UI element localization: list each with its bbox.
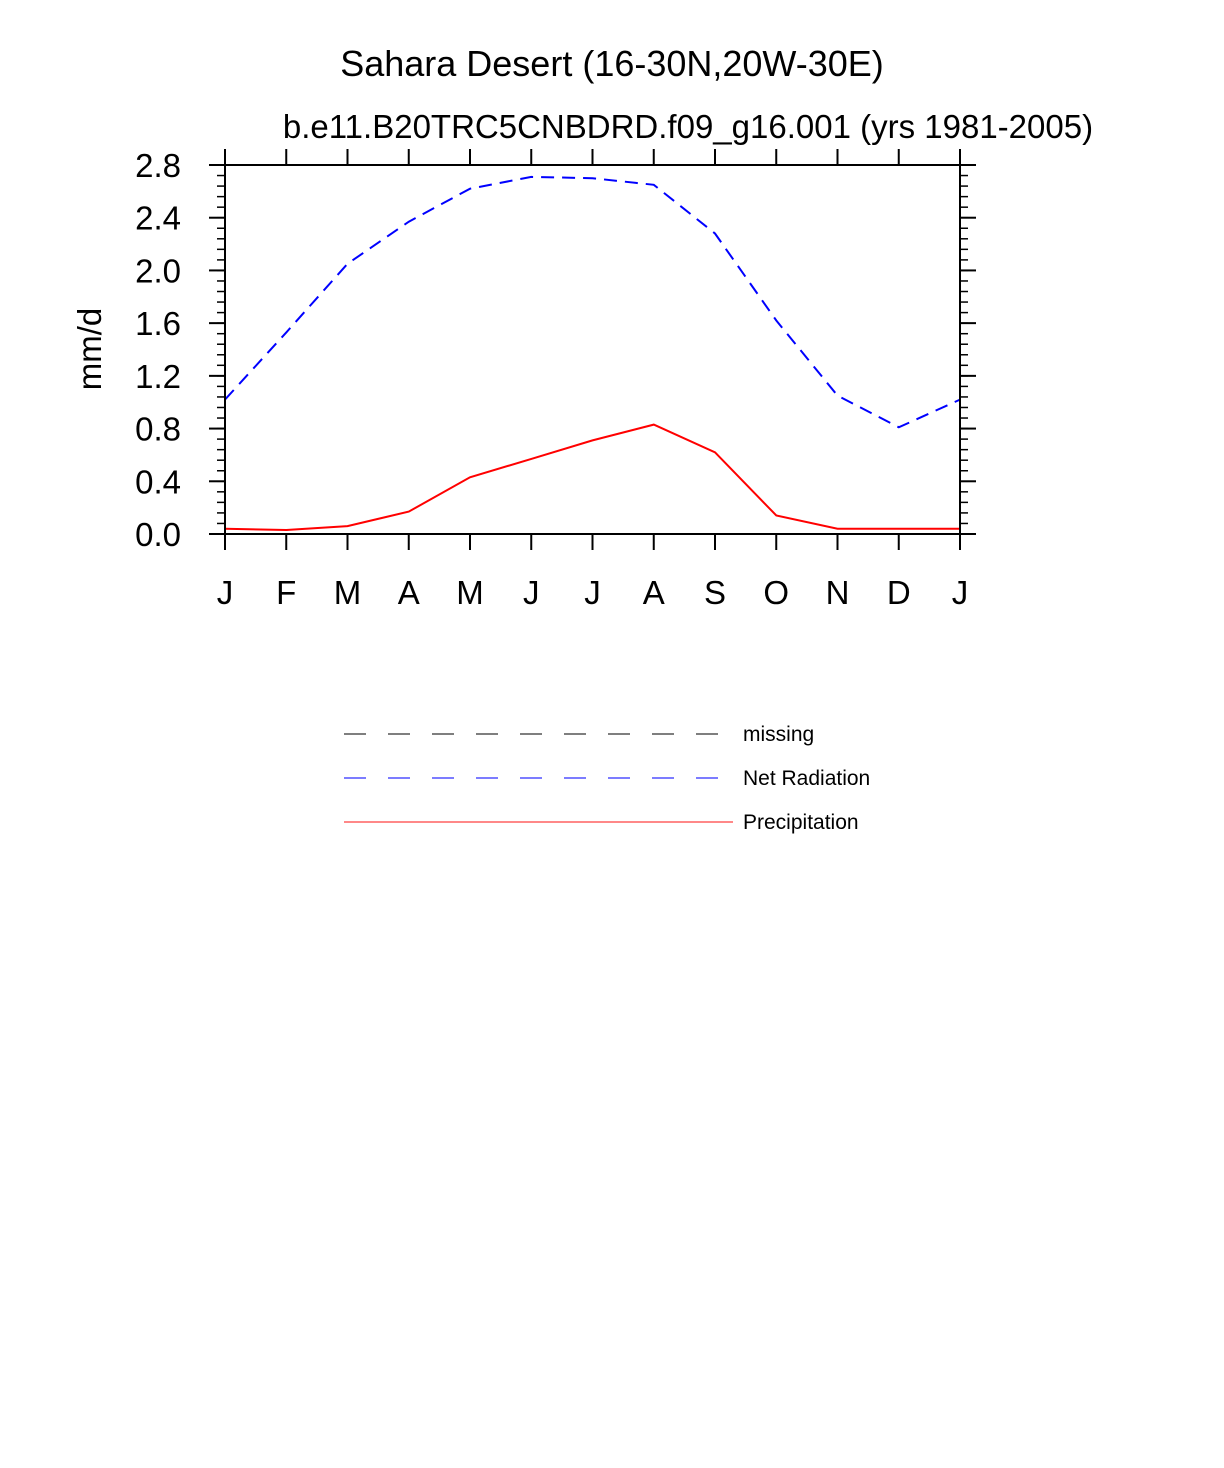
y-tick-label: 2.4 (135, 200, 181, 237)
legend: missing Net Radiation Precipitation (344, 723, 870, 834)
x-tick-label: D (887, 574, 911, 611)
x-tick-label: J (584, 574, 601, 611)
x-tick-label: O (763, 574, 789, 611)
y-tick-label: 0.0 (135, 516, 181, 553)
y-tick-labels: 0.0 0.4 0.8 1.2 1.6 2.0 2.4 2.8 (135, 147, 181, 553)
axis-ticks (209, 149, 976, 550)
y-tick-label: 2.8 (135, 147, 181, 184)
x-tick-label: J (952, 574, 969, 611)
y-tick-label: 0.4 (135, 463, 181, 500)
x-tick-label: F (276, 574, 296, 611)
series-lines (224, 175, 961, 532)
series-line-net-radiation (224, 175, 961, 429)
x-tick-label: A (398, 574, 420, 611)
x-tick-label: N (826, 574, 850, 611)
y-tick-label: 0.8 (135, 411, 181, 448)
x-tick-label: J (217, 574, 234, 611)
x-tick-label: S (704, 574, 726, 611)
y-tick-label: 1.2 (135, 358, 181, 395)
x-tick-label: J (523, 574, 540, 611)
chart-title: Sahara Desert (16-30N,20W-30E) (340, 43, 884, 84)
x-tick-label: M (334, 574, 362, 611)
chart-subtitle: b.e11.B20TRC5CNBDRD.f09_g16.001 (yrs 198… (283, 108, 1093, 145)
y-tick-label: 1.6 (135, 305, 181, 342)
legend-label: Precipitation (743, 811, 859, 834)
series-line-precipitation (224, 423, 960, 532)
x-tick-label: A (643, 574, 665, 611)
plot-frame (224, 164, 961, 535)
legend-label: Net Radiation (743, 767, 870, 790)
y-axis-label: mm/d (71, 308, 108, 391)
y-tick-label: 2.0 (135, 252, 181, 289)
legend-label: missing (743, 723, 814, 746)
x-tick-label: M (456, 574, 484, 611)
